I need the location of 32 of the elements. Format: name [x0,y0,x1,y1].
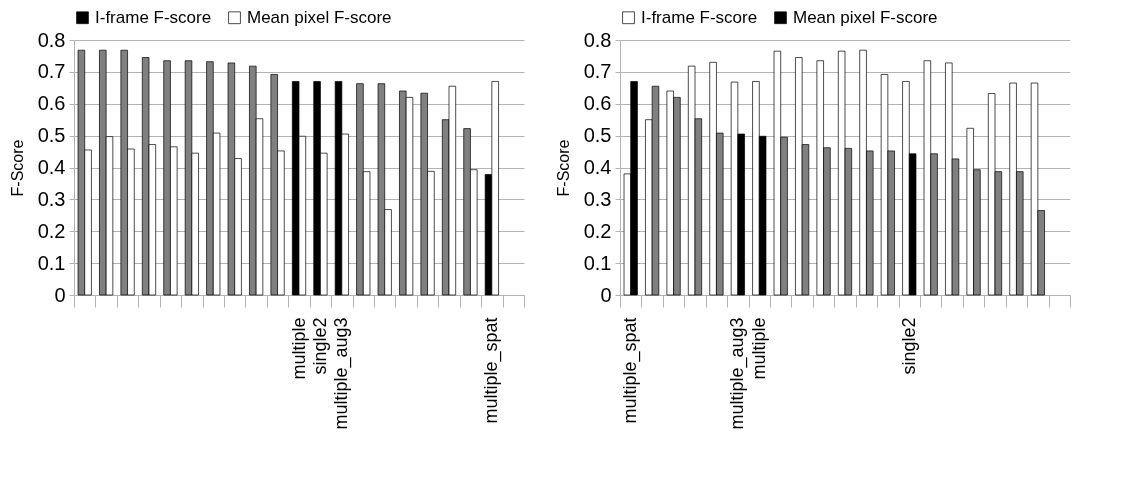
x-tick-label: single2 [309,317,330,375]
y-tick-label: 0.5 [37,124,66,147]
y-axis-title: F-Score [554,139,572,197]
y-tick-label: 0.4 [37,156,66,178]
legend-label: I-frame F-score [95,7,212,27]
y-tick-label: 0.8 [37,28,66,51]
y-tick-label: 0 [54,283,66,306]
y-axis-title: F-Score [8,139,26,197]
legend-label: I-frame F-score [641,7,758,27]
y-tick-label: 0.6 [37,92,66,115]
y-tick-label: 0.8 [583,28,612,51]
y-tick-label: 0.2 [37,219,66,242]
x-tick-label: multiple_spat [620,317,642,424]
y-tick-label: 0.2 [583,219,612,242]
y-tick-label: 0 [600,283,612,306]
x-tick-label: multiple_spat [481,317,503,424]
y-tick-label: 0.4 [583,156,612,178]
y-tick-label: 0.7 [583,60,612,83]
y-tick-label: 0.7 [37,60,66,83]
x-tick-label: multiple_aug3 [727,317,749,430]
y-tick-label: 0.1 [37,251,66,274]
x-tick-label: multiple_aug3 [331,317,353,430]
y-tick-label: 0.6 [583,92,612,115]
x-tick-label: single2 [898,317,919,375]
y-tick-label: 0.1 [583,251,612,274]
legend-label: Mean pixel F-score [247,7,392,27]
y-tick-label: 0.5 [583,124,612,147]
legend-label: Mean pixel F-score [793,7,938,27]
x-tick-label: multiple [748,317,769,380]
y-tick-label: 0.3 [583,187,612,210]
y-tick-label: 0.3 [37,187,66,210]
x-tick-label: multiple [288,317,309,380]
